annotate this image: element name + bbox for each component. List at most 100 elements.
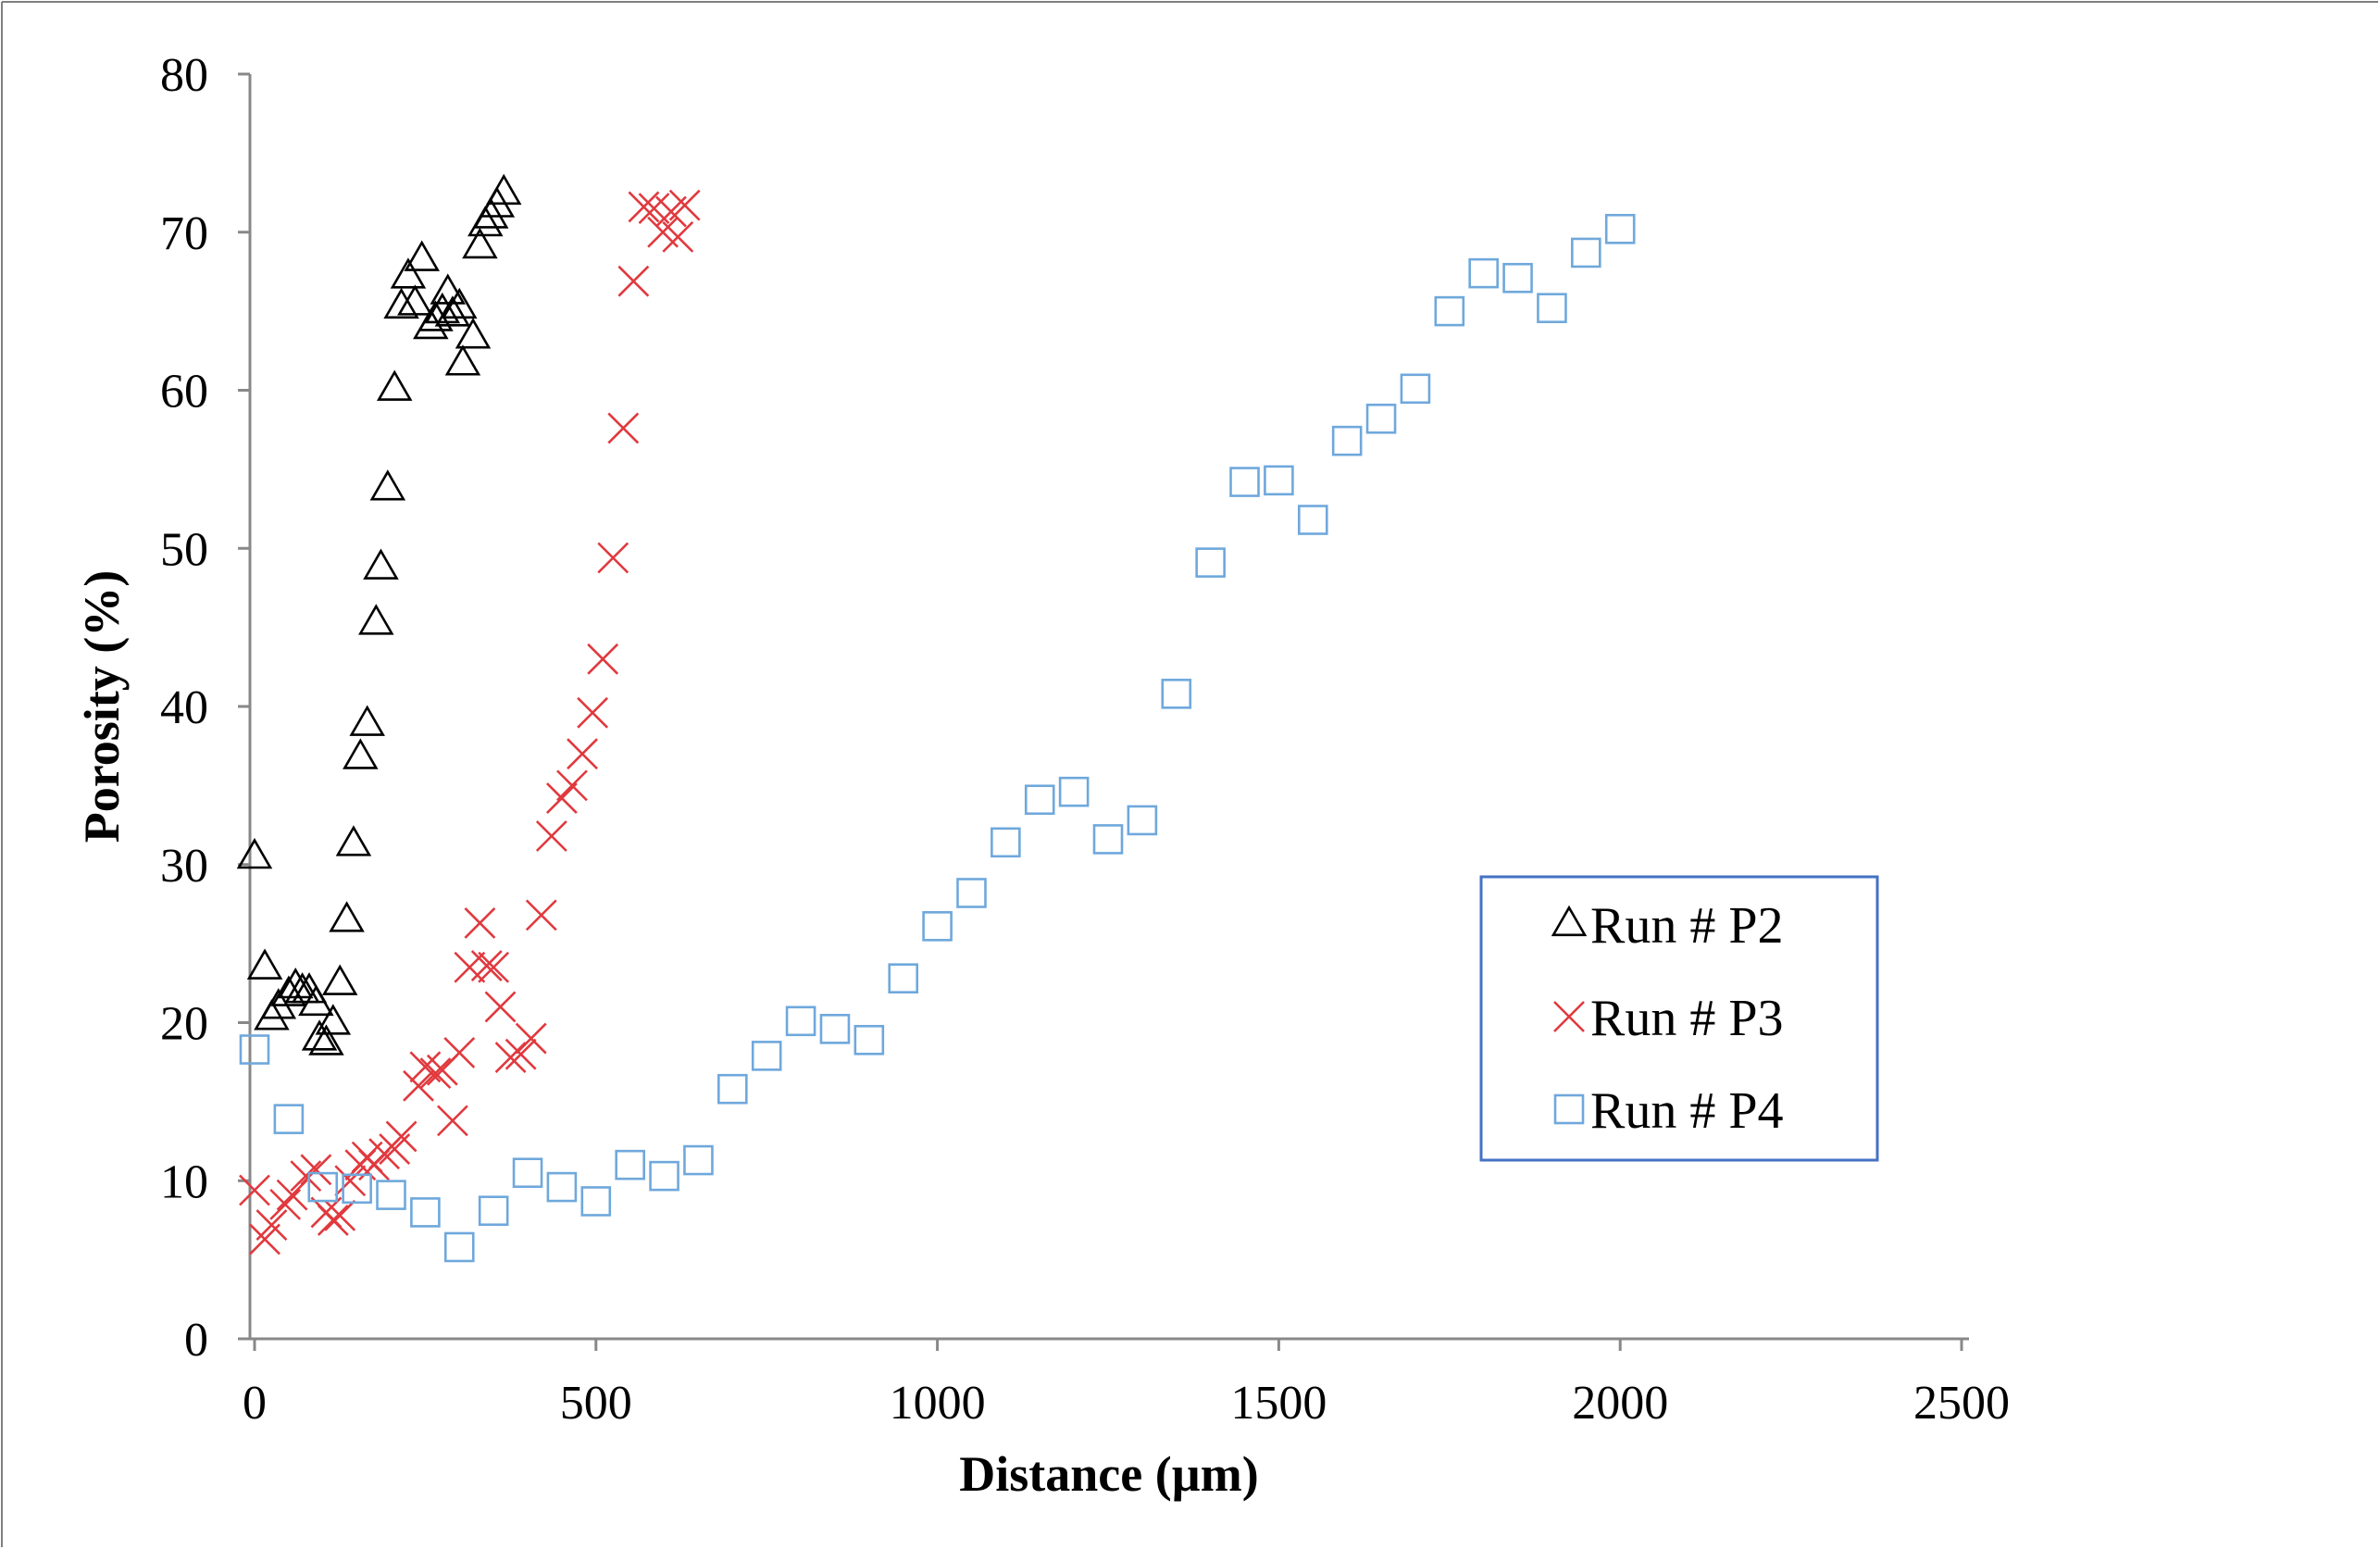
data-point-x-marker bbox=[334, 1165, 367, 1197]
data-point-x-marker bbox=[484, 991, 517, 1023]
data-point-square-marker bbox=[751, 1041, 782, 1071]
data-point-square-marker bbox=[1092, 824, 1124, 855]
data-point-triangle-marker bbox=[321, 964, 358, 995]
y-tick-label: 0 bbox=[184, 1314, 208, 1367]
data-point-x-marker bbox=[525, 899, 557, 931]
data-point-square-marker bbox=[580, 1186, 612, 1217]
data-point-square-marker bbox=[376, 1180, 406, 1210]
data-point-triangle-marker bbox=[301, 1019, 338, 1051]
data-point-triangle-marker bbox=[343, 738, 379, 769]
data-point-square-marker bbox=[1195, 547, 1226, 578]
data-point-triangle-marker bbox=[335, 825, 372, 856]
data-point-triangle-marker bbox=[358, 604, 394, 635]
data-point-triangle-marker bbox=[390, 257, 427, 289]
data-point-triangle-marker bbox=[430, 273, 466, 305]
data-point-x-marker bbox=[419, 1057, 452, 1090]
series-layer bbox=[236, 173, 1636, 1263]
series-run-p3 bbox=[239, 189, 701, 1255]
data-point-square-marker bbox=[819, 1014, 851, 1044]
data-point-triangle-marker bbox=[397, 284, 433, 316]
data-point-square-marker bbox=[1468, 257, 1499, 289]
data-point-triangle-marker bbox=[455, 318, 492, 349]
data-point-triangle-marker bbox=[444, 344, 481, 376]
data-point-x-marker bbox=[597, 542, 629, 574]
data-point-triangle-marker bbox=[424, 292, 461, 324]
legend-triangle-marker bbox=[1551, 905, 1588, 937]
data-point-square-marker bbox=[1604, 214, 1636, 244]
data-point-x-marker bbox=[443, 1037, 476, 1068]
data-point-x-marker bbox=[478, 951, 510, 983]
data-point-x-marker bbox=[607, 412, 640, 444]
y-tick-label: 80 bbox=[160, 49, 208, 102]
legend-label: Run # P3 bbox=[1590, 990, 1784, 1047]
data-point-x-marker bbox=[587, 643, 619, 675]
series-run-p4 bbox=[239, 214, 1636, 1263]
data-point-x-marker bbox=[668, 189, 701, 221]
data-point-square-marker bbox=[649, 1160, 679, 1192]
data-point-x-marker bbox=[662, 220, 694, 253]
data-point-triangle-marker bbox=[485, 173, 522, 206]
x-tick-label: 2500 bbox=[1913, 1377, 2010, 1430]
data-point-triangle-marker bbox=[363, 548, 399, 580]
legend-label: Run # P2 bbox=[1590, 897, 1784, 955]
data-point-square-marker bbox=[922, 911, 953, 942]
data-point-triangle-marker bbox=[383, 287, 419, 319]
data-point-square-marker bbox=[1264, 465, 1294, 496]
data-point-square-marker bbox=[1024, 784, 1055, 816]
y-tick-label: 20 bbox=[160, 998, 208, 1051]
legend-label: Run # P4 bbox=[1590, 1082, 1784, 1140]
data-point-x-marker bbox=[515, 1022, 547, 1055]
data-point-x-marker bbox=[617, 265, 650, 297]
legend-box bbox=[1479, 875, 1879, 1162]
data-point-triangle-marker bbox=[236, 837, 273, 869]
data-point-square-marker bbox=[342, 1173, 372, 1205]
data-point-square-marker bbox=[1229, 467, 1260, 497]
data-point-square-marker bbox=[512, 1157, 543, 1189]
data-point-triangle-marker bbox=[246, 948, 283, 980]
data-point-triangle-marker bbox=[270, 975, 307, 1006]
data-point-triangle-marker bbox=[349, 705, 385, 736]
y-tick-label: 10 bbox=[160, 1156, 208, 1208]
data-point-x-marker bbox=[324, 1199, 356, 1231]
data-point-x-marker bbox=[436, 1105, 468, 1137]
legend-x-marker bbox=[1553, 1001, 1585, 1032]
data-point-square-marker bbox=[307, 1171, 339, 1203]
data-point-square-marker bbox=[1571, 237, 1601, 269]
data-point-x-marker bbox=[470, 950, 503, 981]
data-point-x-marker bbox=[546, 782, 578, 814]
data-point-x-marker bbox=[454, 951, 486, 983]
data-point-x-marker bbox=[628, 191, 660, 223]
data-point-x-marker bbox=[300, 1154, 332, 1186]
data-point-x-marker bbox=[385, 1120, 417, 1153]
data-point-x-marker bbox=[239, 1174, 270, 1206]
data-point-square-marker bbox=[717, 1073, 748, 1105]
y-tick-label: 70 bbox=[160, 207, 208, 260]
data-point-x-marker bbox=[317, 1205, 349, 1236]
data-point-square-marker bbox=[991, 827, 1021, 858]
legend: Run # P2 Run # P3 Run # P4 bbox=[1479, 875, 1879, 1162]
data-point-square-marker bbox=[1331, 425, 1363, 456]
data-point-triangle-marker bbox=[376, 369, 413, 401]
data-point-square-marker bbox=[1537, 293, 1567, 324]
data-point-square-marker bbox=[1297, 505, 1328, 535]
data-point-x-marker bbox=[403, 1069, 434, 1102]
data-point-square-marker bbox=[785, 1006, 816, 1037]
data-point-x-marker bbox=[290, 1160, 322, 1193]
data-point-square-marker bbox=[410, 1197, 441, 1228]
data-point-square-marker bbox=[1365, 403, 1397, 434]
x-tick-label: 2000 bbox=[1572, 1377, 1668, 1430]
data-point-triangle-marker bbox=[315, 1004, 352, 1035]
data-point-x-marker bbox=[505, 1038, 537, 1070]
data-point-square-marker bbox=[273, 1104, 305, 1134]
data-point-triangle-marker bbox=[434, 295, 471, 327]
x-tick-label: 1500 bbox=[1230, 1377, 1327, 1430]
data-point-triangle-marker bbox=[329, 901, 365, 932]
data-point-triangle-marker bbox=[442, 287, 478, 319]
series-run-p2 bbox=[236, 173, 522, 1056]
x-axis-title: Distance (µm) bbox=[959, 1446, 1259, 1502]
data-point-square-marker bbox=[239, 1034, 270, 1065]
data-point-square-marker bbox=[1434, 295, 1465, 327]
data-point-square-marker bbox=[443, 1231, 475, 1263]
legend-square-marker bbox=[1553, 1093, 1585, 1125]
data-point-x-marker bbox=[255, 1209, 288, 1241]
